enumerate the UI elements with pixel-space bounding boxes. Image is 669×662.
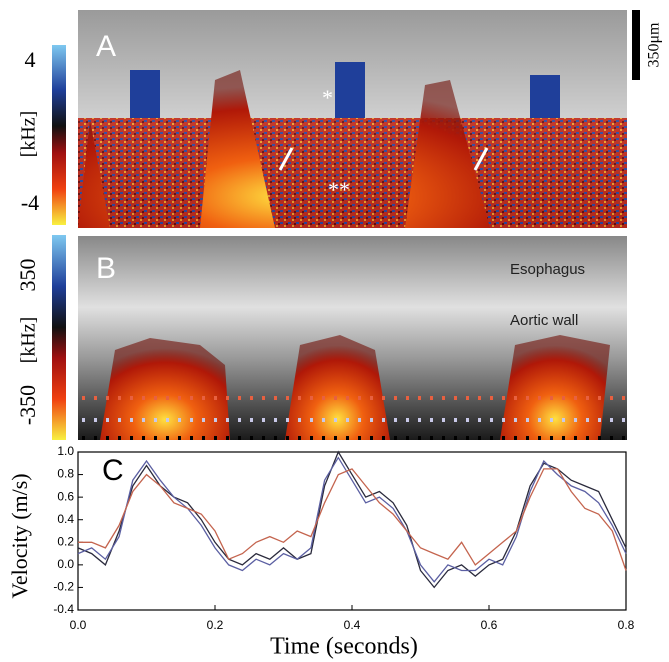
arrow <box>278 147 294 171</box>
scale-label: 350μm <box>646 22 663 68</box>
doppler-flow <box>78 70 490 228</box>
colorbar-unit: [kHz] <box>18 111 40 158</box>
panel-c: C Time (seconds) Velocity (m/s) -0.4 -0.2… <box>7 444 635 659</box>
series-line <box>78 468 627 571</box>
doppler-flow <box>130 70 160 118</box>
colorbar <box>52 235 66 440</box>
series-line <box>77 450 627 589</box>
y-tick-label: 0.6 <box>57 489 74 503</box>
marker: * <box>322 85 333 110</box>
y-tick-label: -0.2 <box>53 580 74 594</box>
panel-label: B <box>96 252 116 285</box>
colorbar-max: 4 <box>25 47 36 72</box>
y-tick-label: -0.4 <box>53 602 74 616</box>
panel-label: A <box>96 30 116 63</box>
colorbar-max: 350 <box>15 259 40 292</box>
marker: ** <box>328 177 350 202</box>
scale-bar <box>632 10 640 80</box>
x-axis-label: Time (seconds) <box>270 634 418 660</box>
colorbar <box>52 45 66 225</box>
x-tick-label: 0.2 <box>207 618 224 632</box>
annotation: Aortic wall <box>510 312 578 329</box>
panel-a: A * ** 4 -4 [kHz] 350μm <box>18 10 663 228</box>
x-tick-label: 0.0 <box>70 618 87 632</box>
doppler-flow <box>500 335 610 440</box>
doppler-flow <box>100 338 230 440</box>
x-tick-label: 0.4 <box>344 618 361 632</box>
y-tick-label: 0.8 <box>57 467 74 481</box>
x-tick-label: 0.6 <box>481 618 498 632</box>
series-line <box>77 456 627 583</box>
doppler-flow <box>335 62 365 118</box>
colorbar-min: -4 <box>21 190 39 215</box>
doppler-flow <box>285 335 390 440</box>
doppler-flow <box>530 75 560 118</box>
x-tick-label: 0.8 <box>618 618 635 632</box>
y-tick-label: 0.0 <box>57 557 74 571</box>
colorbar-unit: [kHz] <box>18 317 40 364</box>
panel-label: C <box>102 454 124 487</box>
y-tick-label: 0.2 <box>57 534 74 548</box>
panel-b: B Esophagus Aortic wall 350 -350 [kHz] <box>15 235 627 440</box>
doppler-flow <box>78 118 627 228</box>
y-tick-label: 0.4 <box>57 512 74 526</box>
colorbar-min: -350 <box>15 385 40 425</box>
annotation: Esophagus <box>510 261 585 278</box>
y-axis-label: Velocity (m/s) <box>7 473 32 598</box>
arrow <box>473 147 489 171</box>
y-tick-label: 1.0 <box>57 444 74 458</box>
